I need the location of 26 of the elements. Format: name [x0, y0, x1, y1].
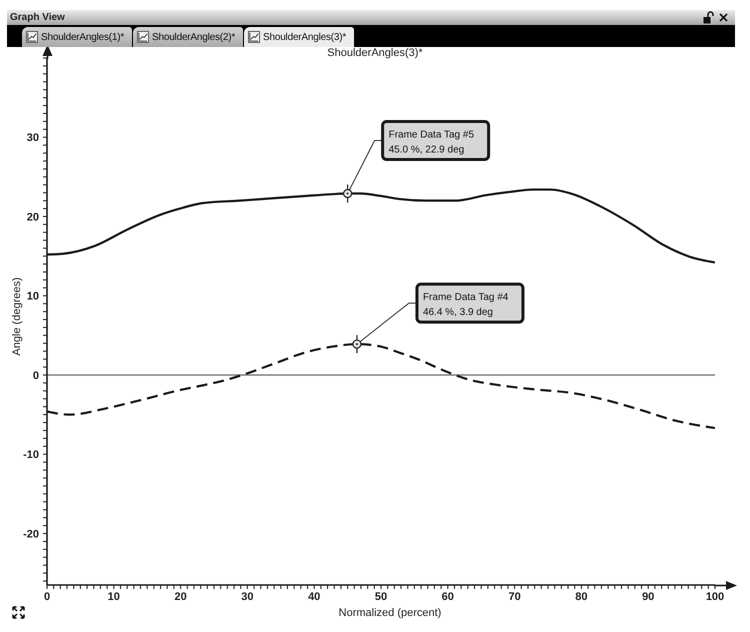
tab: ShoulderAngles(3)*: [244, 27, 354, 47]
x-tick-label: 50: [374, 590, 388, 603]
y-axis-title: Angle (degrees): [11, 277, 23, 356]
x-tick-label: 80: [575, 590, 588, 603]
y-tick-label: 0: [32, 370, 39, 382]
x-tick-label: 70: [508, 590, 521, 603]
annotation: Frame Data Tag #5 45.0 %, 22.9 deg: [388, 130, 474, 156]
tab: ShoulderAngles(2)*: [133, 27, 243, 47]
annotation: Frame Data Tag #4 46.4 %, 3.9 deg: [422, 292, 509, 318]
x-tick-label: 60: [442, 590, 454, 603]
y-tick-label: 30: [26, 132, 39, 144]
x-tick-label: 40: [308, 590, 320, 603]
y-tick-label: 20: [26, 211, 39, 224]
x-tick-label: 20: [174, 590, 187, 603]
tab: ShoulderAngles(1)*: [22, 27, 132, 47]
y-tick-label: 10: [26, 290, 39, 303]
x-tick-label: 10: [108, 590, 120, 603]
x-tick-label: 30: [241, 590, 254, 603]
y-tick-label: -10: [23, 449, 39, 462]
text: Graph View: [10, 12, 65, 23]
x-tick-label: 100: [706, 590, 724, 603]
x-axis-title: Normalized (percent): [338, 607, 442, 619]
x-tick-label: 0: [44, 590, 50, 603]
chart-title: ShoulderAngles(3)*: [327, 47, 423, 59]
x-tick-label: 90: [642, 590, 654, 603]
y-tick-label: -20: [23, 528, 39, 540]
